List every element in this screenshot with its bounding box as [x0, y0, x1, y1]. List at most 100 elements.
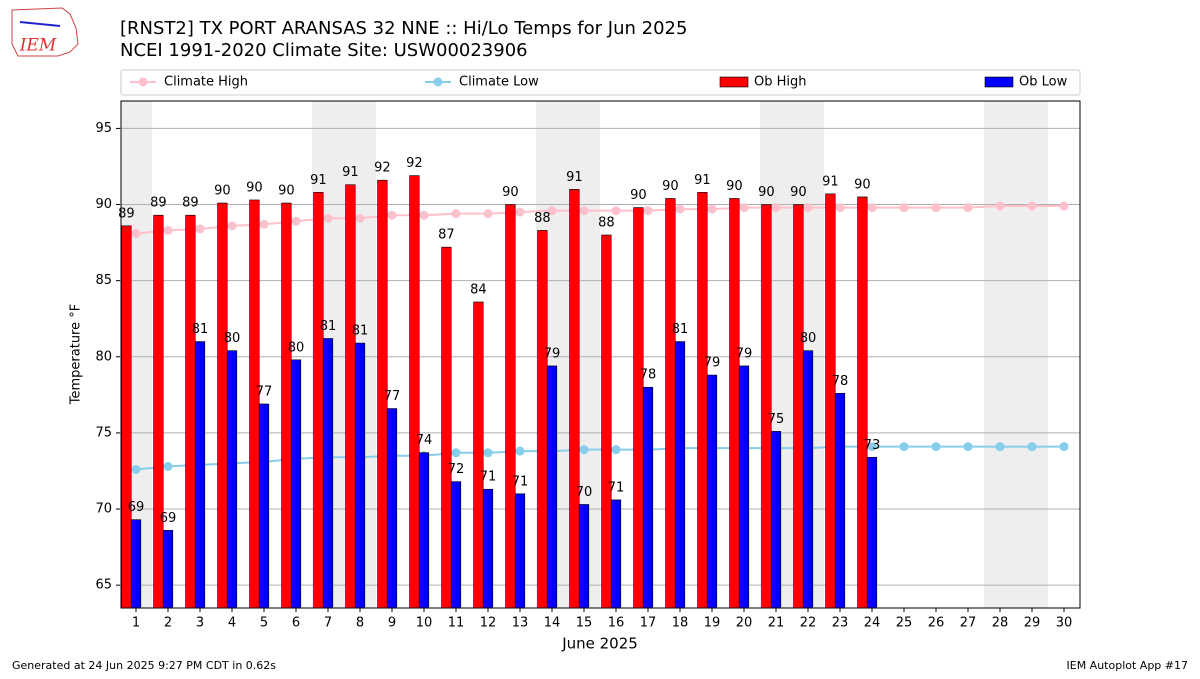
bar: [258, 403, 270, 609]
point: [131, 464, 141, 474]
point: [675, 204, 685, 214]
point: [1059, 201, 1069, 211]
bar: [578, 504, 590, 609]
x-tick-label: 5: [260, 616, 268, 631]
bar: [793, 204, 804, 609]
point: [579, 445, 589, 455]
value-label: 84: [470, 282, 487, 297]
legend-marker: [433, 77, 443, 87]
x-tick-label: 1: [132, 616, 140, 631]
plot-frame: [120, 100, 1081, 609]
point: [1059, 442, 1069, 452]
x-tick-label: 7: [324, 616, 332, 631]
value-label: 90: [790, 185, 807, 200]
value-label: 79: [704, 356, 721, 371]
point: [931, 442, 941, 452]
x-tick-label: 25: [896, 616, 913, 631]
value-label: 89: [182, 196, 199, 211]
bar: [697, 192, 708, 609]
value-label: 75: [768, 412, 785, 427]
x-tick-label: 17: [640, 616, 657, 631]
point: [899, 442, 909, 452]
bar: [665, 198, 676, 609]
weekend-shade: [984, 101, 1048, 608]
point: [483, 209, 493, 219]
y-axis-label: Temperature °F: [69, 304, 84, 405]
y-tick-label: 85: [95, 273, 112, 288]
footer-left: Generated at 24 Jun 2025 9:27 PM CDT in …: [12, 659, 276, 672]
bar: [674, 341, 686, 609]
point: [931, 203, 941, 213]
y-tick-label: 95: [95, 121, 112, 136]
value-label: 71: [608, 480, 625, 495]
chart-subtitle: NCEI 1991-2020 Climate Site: USW00023906: [120, 40, 528, 61]
point: [451, 448, 461, 458]
bar: [281, 202, 292, 609]
bar: [706, 374, 718, 609]
point: [643, 206, 653, 216]
value-label: 79: [736, 346, 753, 361]
point: [611, 445, 621, 455]
bar: [130, 519, 142, 609]
legend-label: Ob High: [754, 75, 807, 90]
point: [803, 203, 813, 213]
value-label: 81: [352, 324, 369, 339]
x-tick-label: 6: [292, 616, 300, 631]
point: [323, 213, 333, 223]
bar: [290, 359, 302, 609]
point: [963, 203, 973, 213]
value-label: 90: [630, 188, 647, 203]
point: [291, 216, 301, 226]
point: [259, 219, 269, 229]
x-tick-label: 19: [704, 616, 721, 631]
bar: [162, 530, 174, 609]
x-tick-label: 23: [832, 616, 849, 631]
value-label: 77: [256, 384, 273, 399]
bar: [409, 175, 420, 609]
x-tick-label: 22: [800, 616, 817, 631]
x-tick-label: 24: [864, 616, 881, 631]
value-label: 91: [694, 173, 711, 188]
bar: [482, 488, 494, 609]
point: [355, 213, 365, 223]
value-label: 80: [224, 331, 241, 346]
value-label: 77: [384, 389, 401, 404]
bar: [866, 456, 878, 609]
bar: [738, 365, 750, 609]
bar: [386, 408, 398, 609]
bar: [834, 393, 846, 609]
bar: [441, 246, 452, 609]
bar: [354, 342, 366, 609]
point: [515, 446, 525, 456]
legend-marker: [138, 77, 148, 87]
bar: [450, 481, 462, 609]
point: [547, 206, 557, 216]
plot-area: 89 89 89 90 90 90 91 91 92 92 87 84 90 88 91 88 90 90 91 90…: [118, 101, 1080, 609]
value-label: 81: [672, 322, 689, 337]
value-label: 78: [832, 374, 849, 389]
bar: [857, 196, 868, 609]
value-label: 90: [214, 184, 231, 199]
point: [419, 210, 429, 220]
point: [611, 206, 621, 216]
value-label: 90: [726, 179, 743, 194]
value-label: 88: [598, 215, 615, 230]
legend-label: Climate Low: [459, 75, 539, 90]
legend-label: Climate High: [164, 75, 248, 90]
bar: [633, 207, 644, 609]
y-tick-label: 65: [95, 578, 112, 593]
value-label: 90: [278, 184, 295, 199]
logo: IEM: [11, 7, 79, 57]
value-label: 81: [320, 319, 337, 334]
value-label: 69: [160, 511, 177, 526]
bar: [729, 198, 740, 609]
x-tick-label: 28: [992, 616, 1009, 631]
x-tick-label: 27: [960, 616, 977, 631]
footer-right: IEM Autoplot App #17: [1067, 659, 1189, 672]
point: [515, 207, 525, 217]
x-tick-label: 3: [196, 616, 204, 631]
x-tick-label: 14: [544, 616, 561, 631]
point: [483, 448, 493, 458]
x-tick-label: 18: [672, 616, 689, 631]
